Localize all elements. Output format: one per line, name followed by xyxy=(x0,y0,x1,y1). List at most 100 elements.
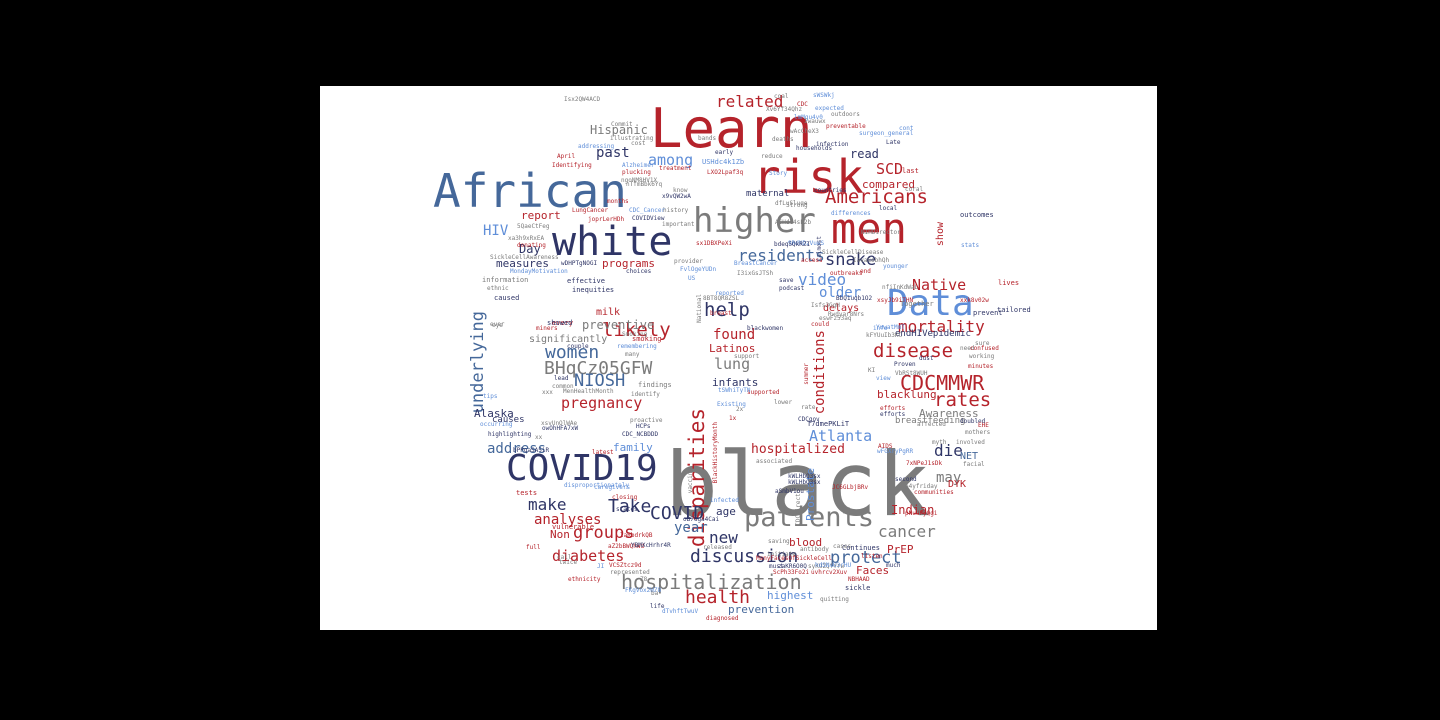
word-data: Data xyxy=(887,283,974,324)
word-smoking: smoking xyxy=(632,335,662,343)
word-eye: eye xyxy=(492,322,503,329)
word-couple: couple xyxy=(567,343,589,350)
word-surgeon-general: surgeon_general xyxy=(859,130,914,137)
word-hdsnvu3rhu: hdSNvU3rHU xyxy=(815,562,852,569)
word-cont: cont xyxy=(899,125,914,132)
word-miners: miners xyxy=(536,325,558,332)
word-sicklecelldisease: SickleCellDisease xyxy=(822,249,884,256)
word-iwauwx: Iwauwx xyxy=(804,118,826,125)
word-smoking-2: Smoking xyxy=(622,331,648,338)
word-eswfz53aq: eswFz53aq xyxy=(819,315,852,322)
word-findings: findings xyxy=(638,381,672,389)
word-white: white xyxy=(552,219,673,265)
word-disease: disease xyxy=(873,340,954,362)
word-lmmgu4v0: lmMgu4v0 xyxy=(794,114,823,121)
word-ever: ever xyxy=(490,321,505,328)
word-causes: causes xyxy=(492,415,525,425)
word-mothers: mothers xyxy=(965,429,991,436)
word-breastcancer: BreastCancer xyxy=(734,260,778,267)
word-1x: 1x xyxy=(729,415,737,422)
word-xx: xx xyxy=(535,434,543,441)
word-supported: supported xyxy=(747,389,780,396)
word-bands: bands xyxy=(698,135,717,142)
word-existing: Existing xyxy=(717,401,746,408)
word-7xnpej1sdk: 7xNPeJ1sDk xyxy=(906,460,943,467)
word-xv6yf34qhz: Xv6Yf34Qhz xyxy=(766,106,803,113)
word-proactive: proactive xyxy=(630,417,663,424)
word-lungcancer: LungCancer xyxy=(572,207,609,214)
word-blackwomen: blackwomen xyxy=(747,325,784,332)
word-iavacobhqh: IavaCobhQh xyxy=(853,257,890,264)
word-treatment: treatment xyxy=(659,165,692,172)
word-addressing: addressing xyxy=(578,143,615,150)
word-efforts: efforts xyxy=(880,405,906,412)
word-cdc-cancer: CDC_Cancer xyxy=(629,207,666,214)
word-second: second xyxy=(895,476,917,483)
word-family: family xyxy=(613,441,653,454)
word-households: households xyxy=(796,145,833,152)
word-cases: cases xyxy=(833,543,852,550)
word-breastfeeding: breastfeeding xyxy=(895,416,966,426)
word-younger: younger xyxy=(883,263,909,270)
word-podcast: podcast xyxy=(779,285,805,292)
word-atlanta: Atlanta xyxy=(809,427,873,445)
word-nihdirector: NIHDirector xyxy=(861,229,901,236)
word-address: address xyxy=(487,441,547,457)
word-last: last xyxy=(902,167,919,175)
word-xxk8v02w: xxk8v02w xyxy=(960,297,989,304)
word-groups: groups xyxy=(573,523,635,543)
word-net: NET xyxy=(960,451,979,462)
word-choices: choices xyxy=(626,268,652,275)
word-cloud: black Learn African risk men white higher COVID… xyxy=(320,86,1157,630)
word-covidview: COVIDView xyxy=(632,215,665,222)
word-analyses: analyses xyxy=(534,512,602,528)
word-t7dmepklit: T7dmePKLiT xyxy=(807,420,850,428)
word-coal: coal xyxy=(774,93,789,100)
word-prevention: prevention xyxy=(728,603,795,616)
word-cost: cost xyxy=(631,140,646,147)
word-infants: infants xyxy=(712,376,759,389)
word-xsvunolwae: xsvUnOlWAe xyxy=(541,420,578,427)
word-ob7gga4cai: oB7Gga4Cai xyxy=(683,516,720,523)
word-maternal: maternal xyxy=(746,189,790,199)
word-take: Take xyxy=(608,496,652,517)
word-mondaymotivation: MondayMotivation xyxy=(510,268,568,275)
word-alaska: Alaska xyxy=(474,407,514,420)
word-indian: Indian xyxy=(891,503,935,517)
word-ushdc4k1zb: USHdc4k1Zb xyxy=(702,158,745,166)
word-reported: reported xyxy=(715,290,744,297)
word-showed: showed xyxy=(547,319,573,327)
word-full: full xyxy=(526,544,541,551)
word-stats: stats xyxy=(961,242,980,249)
word-breast: breast xyxy=(710,310,732,317)
word-could: could xyxy=(811,321,830,328)
word-ngonm8hv1x: ngoNM8HV1X xyxy=(621,177,658,184)
word-blood: blood xyxy=(789,536,823,549)
word-likely: likely xyxy=(602,319,671,341)
word-occurring: occurring xyxy=(480,421,513,428)
word-ji: JI xyxy=(597,563,605,570)
word-covid: COVID xyxy=(650,503,705,524)
word-deaths: deaths xyxy=(772,136,794,143)
word-diabetes: diabetes xyxy=(552,547,625,565)
word-confused: confused xyxy=(970,345,999,352)
word-communities: communities xyxy=(914,489,954,496)
word-owohhfa7xw: owOhHFA7xW xyxy=(542,425,579,432)
word-listen: listen xyxy=(861,553,883,560)
word-native: Native xyxy=(912,276,967,294)
word-delays: delays xyxy=(823,303,860,314)
word-asmbv1ou: aSmbV1ou xyxy=(775,488,804,495)
word-video: video xyxy=(798,270,847,289)
word-reduce: reduce xyxy=(761,153,783,160)
word-april: April xyxy=(557,153,576,160)
word-disproportionately: disproportionately xyxy=(564,482,630,489)
word-kwlhbq3sx-2: kWLHbQ3sx xyxy=(788,479,821,486)
word-differences: differences xyxy=(831,210,871,217)
word-swswkj: sWSWkj xyxy=(813,92,835,99)
word-initiate: initiate xyxy=(767,551,796,558)
word-ybmxchrhr4r: YBMXcHrhr4R xyxy=(631,542,671,549)
word-caregivers: caregivers xyxy=(594,484,631,491)
word-tests: tests xyxy=(516,489,538,497)
word-strong: Strong xyxy=(786,202,808,209)
word-months: months xyxy=(607,198,629,205)
